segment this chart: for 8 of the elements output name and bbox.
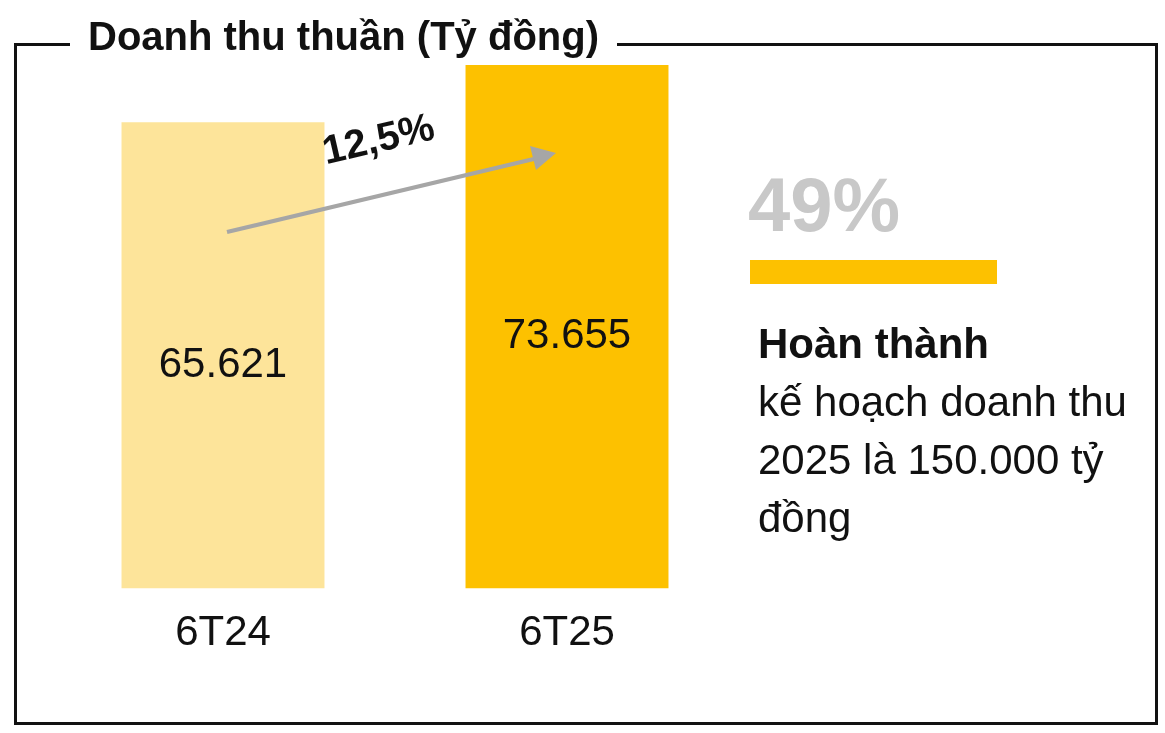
chart-title: Doanh thu thuần (Tỷ đồng): [70, 10, 617, 62]
x-tick-label: 6T24: [175, 607, 271, 655]
text: kế hoạch doanh thu 2025 là 150.000 tỷ đồng: [758, 378, 1127, 541]
x-tick-label: 6T25: [519, 607, 615, 655]
data-label: 73.655: [502, 310, 632, 358]
text: Hoàn thành: [758, 319, 990, 369]
data-label: 65.621: [158, 338, 288, 386]
annotation: 12,5%: [317, 103, 439, 173]
